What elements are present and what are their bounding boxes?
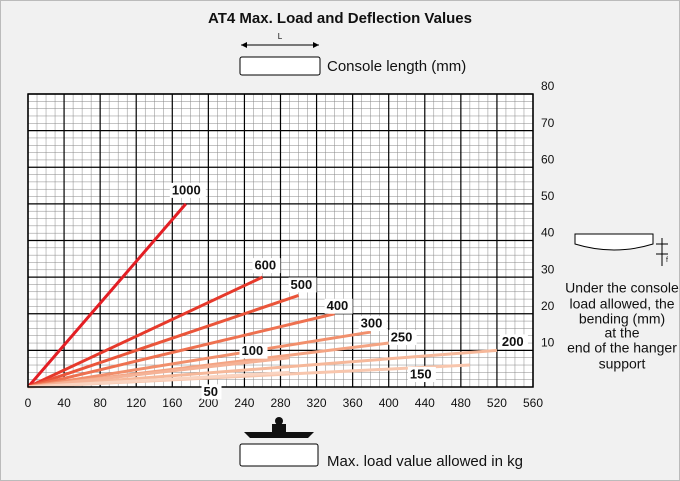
label-bg bbox=[169, 182, 206, 198]
y-tick-label: 30 bbox=[541, 262, 555, 276]
series-label: 400 bbox=[327, 298, 349, 313]
series-label: 600 bbox=[254, 258, 276, 273]
series-line bbox=[27, 356, 290, 389]
series-line bbox=[27, 275, 264, 389]
x-tick-label: 120 bbox=[126, 396, 146, 410]
side-caption: end of the hanger bbox=[567, 340, 677, 356]
chart-title: AT4 Max. Load and Deflection Values bbox=[208, 10, 472, 27]
deflection-icon bbox=[574, 233, 668, 266]
weight-knob bbox=[275, 417, 283, 425]
x-tick-label: 520 bbox=[487, 396, 507, 410]
x-tick-label: 440 bbox=[415, 396, 435, 410]
series-label: 500 bbox=[291, 277, 313, 292]
plot-border bbox=[27, 93, 534, 388]
label-bg bbox=[407, 367, 436, 383]
plate bbox=[244, 432, 314, 438]
series-label: 250 bbox=[391, 329, 413, 344]
console-icon bbox=[239, 42, 321, 76]
y-tick-label: 60 bbox=[541, 152, 555, 166]
label-bg bbox=[288, 277, 317, 293]
x-tick-label: 0 bbox=[25, 396, 32, 410]
length-label: L bbox=[278, 32, 283, 41]
console-box bbox=[239, 443, 319, 467]
series-line bbox=[27, 330, 371, 389]
series-line bbox=[27, 312, 335, 389]
series-label: 1000 bbox=[172, 182, 201, 197]
side-caption: Under the console bbox=[565, 280, 679, 296]
y-tick-label: 50 bbox=[541, 189, 555, 203]
series-line bbox=[27, 348, 498, 389]
x-tick-label: 560 bbox=[523, 396, 543, 410]
label-bg bbox=[499, 334, 528, 350]
label-bg bbox=[358, 316, 387, 332]
x-tick-label: 240 bbox=[234, 396, 254, 410]
series-lines bbox=[26, 202, 498, 389]
bent-console bbox=[574, 233, 654, 251]
weight bbox=[272, 424, 286, 434]
x-tick-label: 280 bbox=[270, 396, 290, 410]
f-label: f bbox=[666, 257, 668, 264]
label-bg bbox=[324, 298, 353, 314]
x-tick-label: 320 bbox=[307, 396, 327, 410]
label-bg bbox=[239, 343, 268, 359]
x-tick-label: 80 bbox=[93, 396, 107, 410]
label-bg bbox=[201, 384, 222, 400]
load-icon bbox=[239, 417, 319, 467]
series-line bbox=[27, 294, 300, 389]
side-caption: bending (mm) bbox=[579, 311, 665, 327]
y-tick-label: 80 bbox=[541, 79, 555, 93]
side-caption: at the bbox=[604, 325, 639, 341]
x-tick-label: 400 bbox=[379, 396, 399, 410]
y-tick-label: 10 bbox=[541, 336, 555, 350]
y-tick-label: 20 bbox=[541, 299, 555, 313]
side-caption: load allowed, the bbox=[569, 296, 674, 312]
series-label: 300 bbox=[361, 316, 383, 331]
side-caption: support bbox=[599, 356, 646, 372]
label-bg bbox=[388, 330, 417, 346]
y-tick-label: 70 bbox=[541, 116, 555, 130]
top-caption: Console length (mm) bbox=[327, 58, 466, 75]
x-tick-label: 360 bbox=[343, 396, 363, 410]
series-line bbox=[27, 370, 290, 389]
label-bg bbox=[252, 258, 281, 274]
y-tick-label: 40 bbox=[541, 226, 555, 240]
series-label: 100 bbox=[242, 343, 264, 358]
series-line bbox=[26, 202, 187, 388]
x-tick-label: 160 bbox=[162, 396, 182, 410]
x-tick-label: 40 bbox=[57, 396, 71, 410]
series-label: 150 bbox=[410, 366, 432, 381]
x-tick-label: 200 bbox=[198, 396, 218, 410]
bottom-caption: Max. load value allowed in kg bbox=[327, 453, 523, 470]
console-box bbox=[239, 56, 321, 76]
series-label: 50 bbox=[204, 384, 218, 399]
series-label: 200 bbox=[502, 334, 524, 349]
x-tick-label: 480 bbox=[451, 396, 471, 410]
